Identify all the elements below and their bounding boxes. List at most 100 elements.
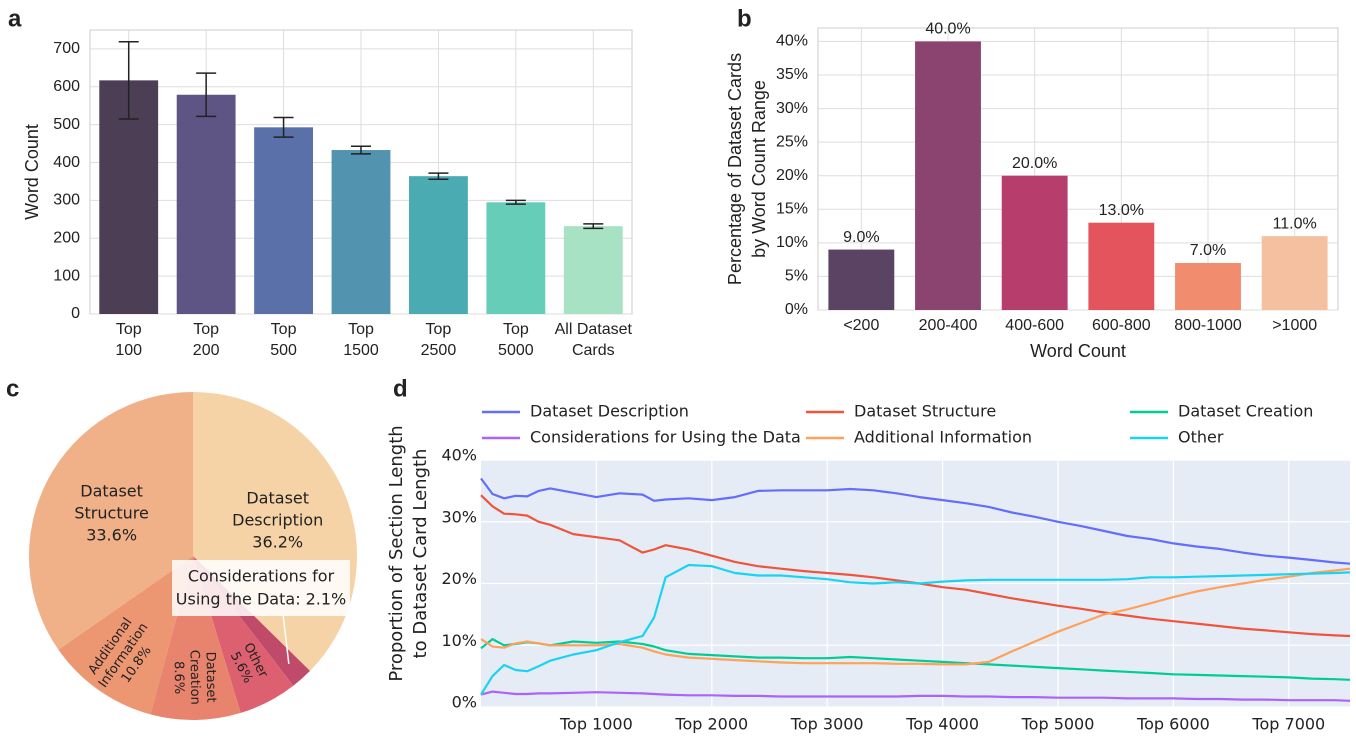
y-tick-label: 100 [53, 267, 80, 284]
x-tick-label: All Dataset Cards [555, 321, 633, 359]
pie-value-label: 36.2% [252, 532, 303, 551]
panel-letter: c [6, 375, 19, 402]
x-tick-label-line: Top [193, 321, 219, 338]
y-tick-label: 200 [53, 229, 80, 246]
x-axis-label: Word Count [1030, 341, 1126, 361]
pie-label-line: Dataset [80, 481, 143, 500]
bar [409, 176, 468, 314]
y-axis-label-line: by Word Count Range [749, 80, 769, 258]
y-tick-label: 300 [53, 192, 80, 209]
y-axis-label-line: Percentage of Dataset Cards [725, 53, 745, 285]
pie-label-line: Description [232, 510, 323, 529]
x-tick-label: Top 100 [115, 321, 142, 359]
pie-slice [150, 556, 241, 720]
x-tick-label-line: 5000 [498, 342, 534, 359]
bar [1088, 222, 1155, 310]
x-tick-label: >1000 [1272, 317, 1317, 334]
y-tick-label: 20% [776, 167, 808, 184]
bar [1175, 263, 1241, 310]
y-tick-label: 0 [71, 305, 80, 322]
line-series [480, 563, 1351, 696]
x-tick-label-line: 100 [115, 342, 142, 359]
line-series [480, 690, 1351, 702]
x-tick-label: Top 2500 [421, 321, 457, 359]
x-tick-label-line: Top [116, 321, 142, 338]
bar [1261, 236, 1328, 310]
pie-label-line: Dataset [203, 652, 219, 703]
pie-value-label: 33.6% [86, 525, 137, 544]
y-tick-label: 35% [776, 66, 808, 83]
line-series [480, 494, 1351, 638]
callout-arrow [282, 613, 290, 664]
y-axis-label: Proportion of Section Length to Dataset C… [386, 425, 431, 681]
value-label: 7.0% [1190, 242, 1226, 259]
line-series [480, 477, 1351, 565]
y-axis-label: Word Count [22, 124, 42, 220]
value-label: 11.0% [1273, 215, 1317, 232]
legend-label: Considerations for Using the Data [530, 428, 801, 447]
x-tick-label: 400-600 [1005, 317, 1064, 334]
callout-box [172, 560, 350, 616]
y-tick-label: 5% [785, 268, 808, 285]
bar [915, 41, 981, 311]
bar [176, 94, 236, 314]
pie-label: Dataset Structure 33.6% [74, 481, 148, 544]
x-tick-label-line: 500 [270, 342, 297, 359]
y-tick-label: 500 [53, 116, 80, 133]
pie-label-line: Dataset [246, 488, 309, 507]
x-tick-label: 200-400 [919, 317, 978, 334]
value-label: 20.0% [1012, 155, 1057, 172]
y-tick-label: 40% [776, 33, 808, 50]
x-tick-label: Top 5000 [1021, 715, 1095, 734]
y-axis-label-line: Proportion of Section Length [386, 425, 407, 681]
x-tick-label-line: Cards [572, 342, 615, 359]
y-tick-label: 25% [776, 133, 808, 150]
pie-slice [29, 392, 193, 650]
callout-line: Considerations for [188, 566, 335, 585]
callout-label: Considerations for Using the Data: 2.1% [176, 566, 346, 608]
legend-label: Dataset Description [530, 402, 689, 421]
plot-area [817, 27, 1339, 311]
line-series [480, 567, 1351, 666]
value-label: 13.0% [1099, 202, 1144, 219]
x-tick-label-line: 1500 [343, 342, 379, 359]
pie-label-line: Structure [74, 503, 148, 522]
x-tick-label-line: 200 [193, 342, 220, 359]
value-label: 9.0% [843, 229, 879, 246]
x-tick-label: Top 4000 [905, 715, 979, 734]
x-tick-label-line: All Dataset [555, 321, 633, 338]
x-tick-label: Top 1500 [343, 321, 379, 359]
y-tick-label: 40% [441, 446, 477, 465]
pie-label-line: Creation [187, 650, 203, 705]
y-tick-label: 700 [53, 40, 80, 57]
x-tick-label: Top 200 [193, 321, 220, 359]
x-tick-label: Top 500 [270, 321, 297, 359]
y-tick-label: 10% [441, 631, 477, 650]
y-axis-label: Percentage of Dataset Cards by Word Count… [725, 53, 769, 285]
legend-label: Dataset Structure [854, 402, 996, 421]
y-tick-label: 10% [776, 234, 808, 251]
pie-slice [58, 556, 194, 715]
callout-value: 2.1% [306, 589, 347, 608]
legend-label: Additional Information [854, 428, 1032, 447]
x-tick-label: 600-800 [1092, 317, 1151, 334]
y-tick-label: 30% [441, 507, 477, 526]
x-tick-label: <200 [843, 317, 879, 334]
bar [254, 127, 313, 314]
legend-label: Other [1178, 428, 1224, 447]
x-tick-label-line: 2500 [421, 342, 457, 359]
x-tick-label: 800-1000 [1174, 317, 1242, 334]
bar [1001, 175, 1068, 310]
line-series [480, 638, 1351, 681]
y-tick-label: 600 [53, 78, 80, 95]
bar [828, 249, 895, 310]
bar [563, 226, 623, 314]
x-tick-label: Top 7000 [1251, 715, 1325, 734]
x-tick-label: Top 2000 [674, 715, 748, 734]
y-tick-label: 15% [776, 201, 808, 218]
y-tick-label: 20% [441, 569, 477, 588]
x-tick-label-line: Top [271, 321, 297, 338]
x-tick-label-line: Top [348, 321, 374, 338]
legend-label: Dataset Creation [1178, 402, 1313, 421]
